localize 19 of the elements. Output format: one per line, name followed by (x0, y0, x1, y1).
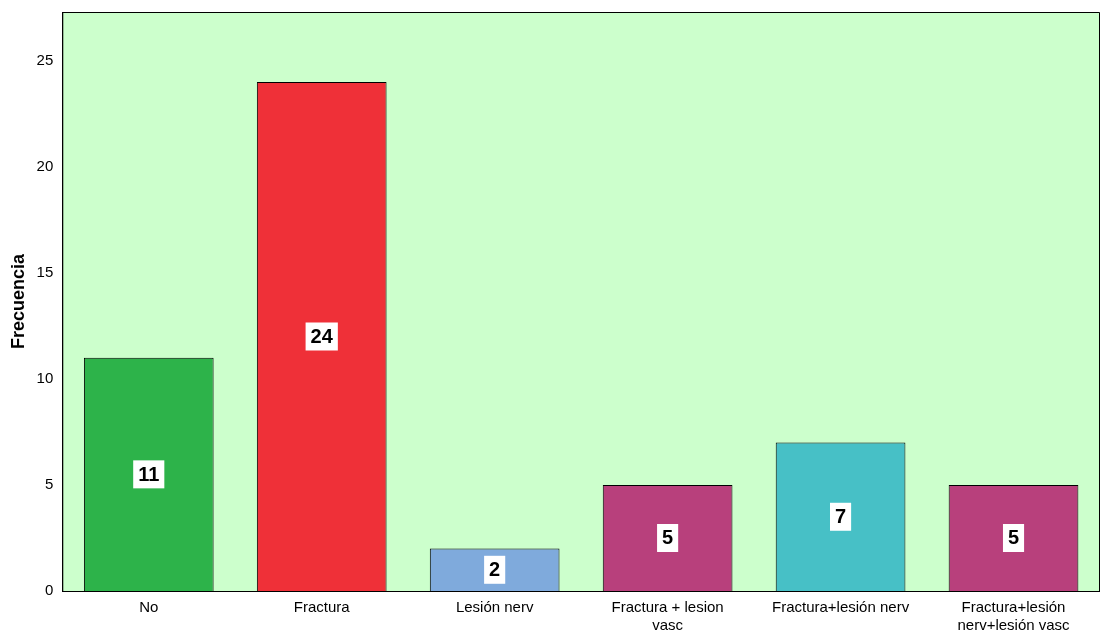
data-label: 7 (835, 505, 847, 528)
x-tick-label: Fractura (293, 598, 351, 616)
x-tick-label: Fractura+lesión nerv (771, 598, 910, 616)
y-axis-title: Frecuencia (7, 252, 28, 350)
x-tick-label: Fractura+lesión nerv+lesión vasc (957, 598, 1071, 634)
y-tick-label: 25 (36, 50, 54, 68)
x-tick-label: Fractura + lesion vasc (611, 598, 724, 634)
y-tick-label: 15 (36, 263, 54, 281)
y-tick-label: 5 (44, 475, 54, 493)
data-label: 24 (310, 325, 334, 348)
data-label: 2 (489, 558, 501, 581)
x-tick-label: Lesión nerv (455, 598, 534, 616)
y-tick-label: 0 (44, 581, 54, 599)
data-label: 5 (662, 526, 674, 549)
y-tick-label: 10 (36, 369, 54, 387)
data-label: 5 (1007, 526, 1020, 549)
data-label: 11 (138, 462, 160, 485)
y-tick-label: 20 (36, 156, 54, 174)
x-tick-label: No (139, 598, 159, 616)
